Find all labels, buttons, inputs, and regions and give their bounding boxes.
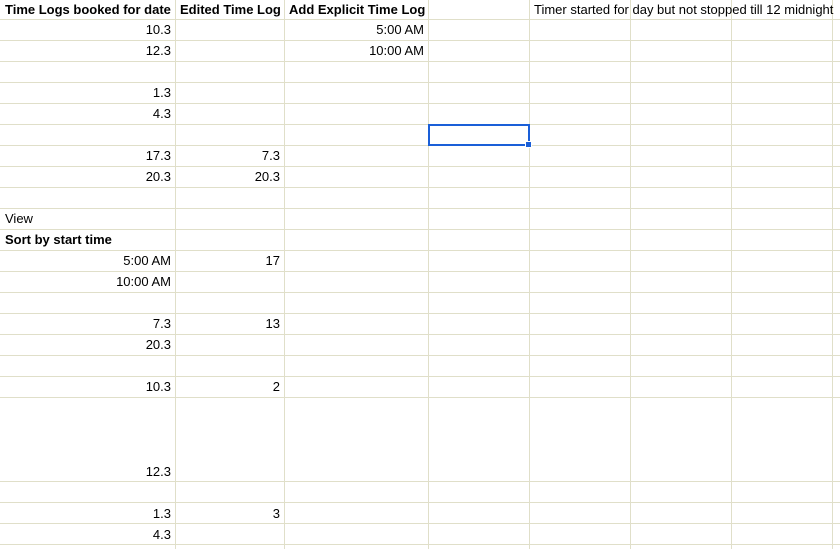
gridline xyxy=(0,502,840,503)
header-time-logs[interactable]: Time Logs booked for date xyxy=(5,2,171,17)
cell-b16[interactable]: 13 xyxy=(265,316,280,331)
gridline xyxy=(0,292,840,293)
gridline xyxy=(0,82,840,83)
gridline xyxy=(731,0,732,549)
gridline xyxy=(0,250,840,251)
cell-a13[interactable]: 5:00 AM xyxy=(123,253,171,268)
gridline xyxy=(0,229,840,230)
gridline xyxy=(0,19,840,20)
cell-a5[interactable]: 1.3 xyxy=(152,85,171,100)
cell-b8[interactable]: 7.3 xyxy=(261,148,280,163)
cell-a17[interactable]: 20.3 xyxy=(145,337,171,352)
cell-c2[interactable]: 5:00 AM xyxy=(376,22,424,37)
gridline xyxy=(0,208,840,209)
gridline xyxy=(832,0,833,549)
gridline xyxy=(0,103,840,104)
gridline xyxy=(0,334,840,335)
gridline xyxy=(0,145,840,146)
gridline xyxy=(0,376,840,377)
cell-a3[interactable]: 12.3 xyxy=(145,43,171,58)
fill-handle[interactable] xyxy=(525,141,532,148)
gridline xyxy=(630,0,631,549)
header-timer-note[interactable]: Timer started for day but not stopped ti… xyxy=(534,2,834,17)
gridline xyxy=(0,355,840,356)
gridline xyxy=(0,397,840,398)
gridline xyxy=(0,166,840,167)
gridline xyxy=(428,0,429,549)
gridline xyxy=(0,124,840,125)
gridline xyxy=(0,271,840,272)
active-cell-selection[interactable] xyxy=(428,124,530,146)
header-edited-time-log[interactable]: Edited Time Log xyxy=(180,2,281,17)
gridline xyxy=(529,0,530,549)
cell-b19[interactable]: 2 xyxy=(272,379,280,394)
header-add-explicit-time-log[interactable]: Add Explicit Time Log xyxy=(289,2,426,17)
cell-a12[interactable]: Sort by start time xyxy=(5,232,112,247)
cell-a8[interactable]: 17.3 xyxy=(145,148,171,163)
cell-a11[interactable]: View xyxy=(5,211,33,226)
cell-b22[interactable]: 3 xyxy=(272,506,280,521)
cell-a14[interactable]: 10:00 AM xyxy=(116,274,171,289)
gridline xyxy=(175,0,176,549)
cell-a2[interactable]: 10.3 xyxy=(145,22,171,37)
gridline xyxy=(0,481,840,482)
gridline xyxy=(0,313,840,314)
cell-a22[interactable]: 1.3 xyxy=(152,506,171,521)
cell-a6[interactable]: 4.3 xyxy=(152,106,171,121)
cell-a19[interactable]: 10.3 xyxy=(145,379,171,394)
gridline xyxy=(0,61,840,62)
gridline xyxy=(0,40,840,41)
cell-a23[interactable]: 4.3 xyxy=(152,527,171,542)
cell-a20[interactable]: 12.3 xyxy=(145,464,171,479)
gridline xyxy=(0,187,840,188)
cell-c3[interactable]: 10:00 AM xyxy=(369,43,424,58)
cell-a9[interactable]: 20.3 xyxy=(145,169,171,184)
cell-b9[interactable]: 20.3 xyxy=(254,169,280,184)
cell-a16[interactable]: 7.3 xyxy=(152,316,171,331)
gridline xyxy=(0,523,840,524)
cell-b13[interactable]: 17 xyxy=(265,253,280,268)
gridline xyxy=(0,544,840,545)
gridline xyxy=(284,0,285,549)
